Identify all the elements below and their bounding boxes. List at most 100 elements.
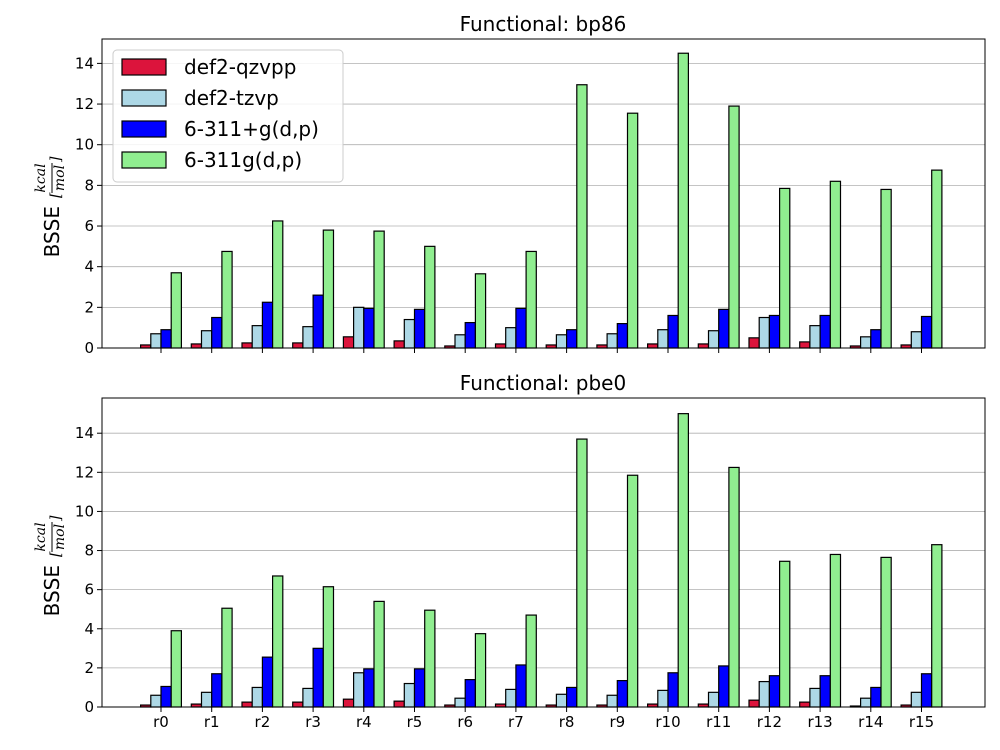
- legend-label: 6-311+g(d,p): [184, 117, 319, 141]
- bar-6-311g(d,p)-r1: [221, 607, 233, 708]
- legend-label: def2-tzvp: [184, 86, 279, 110]
- bar-def2-qzvpp-r2: [241, 701, 253, 708]
- bar-def2-qzvpp-r10: [646, 343, 659, 349]
- bar-6-311+g(d,p)-r14: [870, 686, 882, 708]
- bar-def2-tzvp-r2: [251, 686, 263, 708]
- bar-6-311+g(d,p)-r3: [312, 294, 324, 349]
- y-tick-label: 0: [84, 698, 94, 716]
- bar-6-311+g(d,p)-r12: [768, 314, 781, 349]
- y-tick-label: 12: [75, 95, 94, 113]
- bar-6-311+g(d,p)-r7: [515, 664, 527, 708]
- y-unit-numerator: kcal: [33, 163, 49, 192]
- bar-6-311+g(d,p)-r7: [515, 307, 527, 349]
- legend-swatch: [121, 120, 167, 138]
- y-unit-bracket-left: [: [48, 551, 64, 557]
- bar-6-311+g(d,p)-r11: [718, 665, 730, 708]
- y-tick-label: 14: [75, 54, 94, 72]
- bar-6-311g(d,p)-r9: [626, 112, 639, 349]
- bar-6-311+g(d,p)-r4: [363, 668, 375, 708]
- y-tick-label: 10: [75, 136, 94, 154]
- bar-6-311+g(d,p)-r2: [261, 656, 274, 708]
- bar-6-311g(d,p)-r2: [272, 575, 284, 708]
- legend-label: def2-qzvpp: [184, 55, 296, 79]
- x-tick-label: r9: [609, 713, 625, 731]
- bar-def2-qzvpp-r13: [799, 341, 811, 349]
- bar-def2-tzvp-r7: [505, 327, 517, 349]
- bar-6-311+g(d,p)-r8: [565, 686, 578, 708]
- x-tick-label: r0: [153, 713, 169, 731]
- bar-6-311+g(d,p)-r13: [819, 675, 831, 708]
- bar-6-311+g(d,p)-r14: [870, 329, 882, 349]
- bar-6-311g(d,p)-r12: [778, 560, 791, 708]
- bar-6-311+g(d,p)-r11: [718, 308, 730, 349]
- bar-6-311+g(d,p)-r0: [160, 685, 172, 708]
- bar-def2-qzvpp-r3: [292, 342, 304, 349]
- bar-def2-tzvp-r1: [200, 691, 213, 708]
- bar-6-311+g(d,p)-r6: [464, 321, 477, 349]
- x-tick-label: r13: [807, 713, 832, 731]
- bar-def2-qzvpp-r5: [393, 340, 405, 349]
- bar-def2-tzvp-r3: [302, 326, 314, 349]
- bar-def2-tzvp-r2: [251, 325, 263, 349]
- bar-6-311g(d,p)-r3: [322, 229, 335, 349]
- bar-6-311g(d,p)-r0: [170, 272, 182, 349]
- bar-def2-tzvp-r8: [555, 693, 568, 708]
- y-tick-label: 8: [84, 542, 94, 560]
- bar-def2-qzvpp-r13: [799, 701, 811, 708]
- y-tick-label: 10: [75, 502, 94, 520]
- y-tick-label: 2: [84, 659, 94, 677]
- bar-6-311g(d,p)-r2: [272, 220, 284, 349]
- bar-6-311g(d,p)-r6: [474, 273, 487, 349]
- legend-label: 6-311g(d,p): [184, 148, 302, 172]
- plot-frame: [101, 38, 986, 349]
- bar-def2-tzvp-r0: [150, 333, 162, 349]
- y-axis-label: BSSE kcal mol [ ]: [33, 156, 68, 257]
- legend: def2-qzvpp def2-tzvp 6-311+g(d,p) 6-311g(d,…: [112, 49, 344, 183]
- y-axis-label-text: BSSE: [40, 565, 64, 616]
- bar-def2-tzvp-r15: [910, 331, 923, 349]
- y-unit-bracket-left: [: [48, 192, 64, 198]
- x-tick-label: r3: [305, 713, 321, 731]
- x-tick-label: r6: [457, 713, 473, 731]
- plot-area-pbe0: 0 2 4 6 8 10 12 14 r0 r1 r2 r3 r4 r5 r6 r7 r8 r9 r10 r11 r12…: [75, 397, 986, 731]
- bar-6-311g(d,p)-r11: [728, 466, 740, 708]
- bar-6-311g(d,p)-r6: [474, 633, 487, 708]
- y-tick-label: 4: [84, 620, 94, 638]
- bar-def2-tzvp-r12: [758, 680, 771, 708]
- bar-6-311g(d,p)-r8: [576, 438, 588, 708]
- y-tick-label: 14: [75, 424, 94, 442]
- bar-6-311g(d,p)-r5: [424, 245, 436, 349]
- bar-def2-tzvp-r10: [657, 329, 669, 349]
- bar-6-311g(d,p)-r12: [778, 187, 791, 349]
- chart-title: Functional: pbe0: [460, 371, 626, 395]
- bar-6-311+g(d,p)-r6: [464, 679, 477, 708]
- bar-def2-qzvpp-r4: [342, 698, 355, 708]
- bar-def2-tzvp-r9: [606, 694, 618, 708]
- chart-title: Functional: bp86: [460, 12, 627, 36]
- legend-swatch: [121, 151, 167, 169]
- bar-6-311+g(d,p)-r4: [363, 307, 375, 349]
- bar-def2-tzvp-r6: [454, 334, 466, 349]
- bar-def2-tzvp-r11: [707, 330, 720, 349]
- bar-def2-tzvp-r10: [657, 689, 669, 708]
- bar-6-311g(d,p)-r9: [626, 474, 639, 708]
- bar-def2-tzvp-r7: [505, 688, 517, 708]
- bar-6-311+g(d,p)-r15: [920, 315, 933, 349]
- bar-def2-tzvp-r6: [454, 697, 466, 708]
- bar-6-311+g(d,p)-r10: [667, 672, 679, 708]
- bar-def2-tzvp-r11: [707, 691, 720, 708]
- bar-def2-qzvpp-r4: [342, 336, 355, 349]
- y-tick-label: 6: [84, 217, 94, 235]
- y-axis-label-text: BSSE: [40, 206, 64, 257]
- x-tick-label: r1: [204, 713, 220, 731]
- bar-6-311+g(d,p)-r10: [667, 314, 679, 349]
- bar-6-311+g(d,p)-r1: [211, 673, 223, 708]
- bar-6-311g(d,p)-r4: [373, 230, 385, 349]
- x-tick-label: r14: [858, 713, 883, 731]
- y-tick-label: 8: [84, 176, 94, 194]
- bar-6-311+g(d,p)-r9: [616, 679, 629, 708]
- bar-6-311g(d,p)-r5: [424, 609, 436, 708]
- bar-def2-tzvp-r13: [809, 325, 821, 349]
- x-tick-label: r4: [356, 713, 372, 731]
- chart-panel-pbe0: Functional: pbe0 BSSE kcal mol [ ] 0 2 4 6 8…: [33, 371, 986, 731]
